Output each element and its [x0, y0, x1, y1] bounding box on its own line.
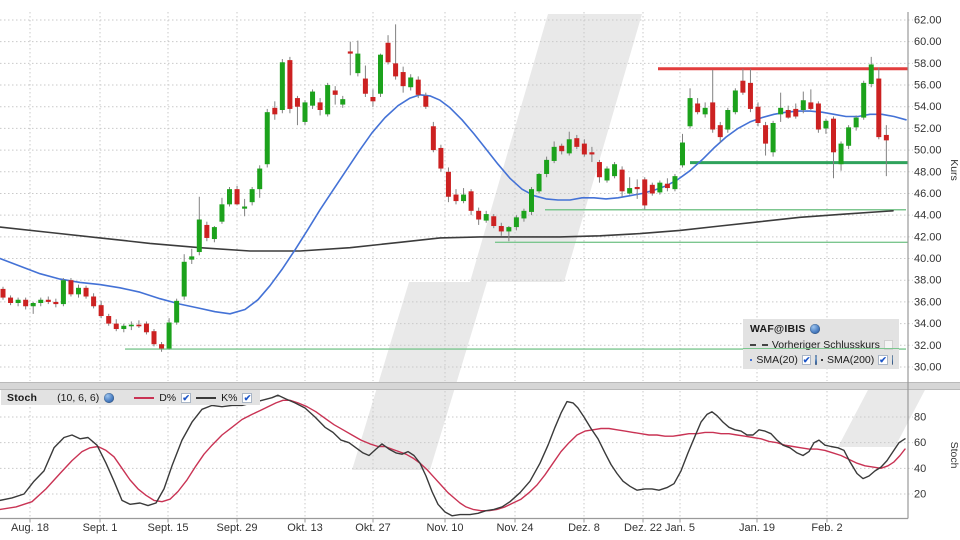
x-tick-label: Okt. 27 [355, 522, 390, 534]
price-tick-label: 40.00 [914, 253, 942, 265]
stoch-d-line [0, 399, 906, 512]
stoch-settings-icon[interactable] [104, 392, 115, 403]
x-tick-label: Okt. 13 [287, 522, 322, 534]
price-tick-label: 30.00 [914, 361, 942, 373]
main-legend: WAF@IBIS Vorheriger Schlusskurs SMA(20) … [743, 319, 899, 369]
sma20-settings-icon[interactable] [815, 355, 817, 365]
stoch-k-checkbox[interactable]: ✔ [242, 392, 253, 403]
price-tick-label: 56.00 [914, 80, 942, 92]
stoch-k-line-sample [196, 396, 217, 399]
price-tick-label: 52.00 [914, 123, 942, 135]
x-tick-label: Nov. 24 [496, 522, 533, 534]
stoch-tick-label: 20 [914, 489, 926, 501]
instrument-symbol: WAF@IBIS [750, 323, 806, 335]
x-tick-label: Feb. 2 [811, 522, 842, 534]
prev-close-checkbox[interactable] [883, 339, 893, 350]
prev-close-line-sample [750, 343, 768, 346]
legend-row-prev-close[interactable]: Vorheriger Schlusskurs [750, 338, 893, 352]
sma20-line-sample [750, 359, 753, 361]
x-tick-label: Jan. 19 [739, 522, 775, 534]
x-tick-label: Sept. 15 [148, 522, 189, 534]
price-tick-label: 44.00 [914, 210, 942, 222]
price-tick-label: 62.00 [914, 15, 942, 27]
stoch-tick-label: 80 [914, 411, 926, 423]
sma200-checkbox[interactable]: ✔ [878, 355, 888, 365]
price-tick-label: 54.00 [914, 101, 942, 113]
price-tick-label: 60.00 [914, 36, 942, 48]
stoch-k-label: K% [221, 391, 238, 404]
stoch-k-line [0, 394, 906, 517]
price-tick-label: 48.00 [914, 166, 942, 178]
x-tick-label: Jan. 5 [665, 522, 695, 534]
stoch-tick-label: 60 [914, 437, 926, 449]
prev-close-label: Vorheriger Schlusskurs [771, 338, 880, 351]
stoch-d-label: D% [159, 391, 177, 404]
stoch-params: (10, 6, 6) [57, 391, 100, 404]
legend-row-symbol[interactable]: WAF@IBIS [750, 322, 893, 336]
sma200-settings-icon[interactable] [891, 355, 894, 365]
price-tick-label: 32.00 [914, 340, 942, 352]
x-tick-label: Aug. 18 [11, 522, 49, 534]
instrument-settings-icon[interactable] [809, 324, 820, 334]
stoch-d-checkbox[interactable]: ✔ [181, 392, 192, 403]
x-tick-label: Nov. 10 [426, 522, 463, 534]
stoch-title: Stoch [7, 391, 38, 404]
stoch-legend: Stoch (10, 6, 6) D% ✔ K% ✔ [1, 390, 261, 405]
stoch-tick-label: 40 [914, 463, 926, 475]
sma200-line-sample [820, 359, 823, 361]
price-tick-label: 38.00 [914, 275, 942, 287]
axes: 62.00 60.00 58.00 56.00 54.00 52.00 50.00 48.00… [0, 12, 960, 534]
price-tick-label: 46.00 [914, 188, 942, 200]
x-tick-label: Sept. 29 [217, 522, 258, 534]
panel-divider [0, 382, 960, 390]
sma20-line [0, 94, 907, 315]
sma200-label: SMA(200) [827, 354, 875, 366]
stoch-d-line-sample [134, 396, 155, 399]
price-tick-label: 36.00 [914, 296, 942, 308]
sma20-label: SMA(20) [756, 354, 798, 366]
x-tick-label: Dez. 22 [624, 522, 662, 534]
support-line-through-legend [743, 348, 899, 349]
stoch-axis-title: Stoch [948, 442, 960, 469]
price-tick-label: 42.00 [914, 231, 942, 243]
x-tick-label: Dez. 8 [568, 522, 600, 534]
stochastic [0, 394, 906, 517]
moving-averages [0, 94, 907, 315]
price-tick-label: 58.00 [914, 58, 942, 70]
price-axis-title: Kurs [948, 159, 960, 181]
legend-row-sma[interactable]: SMA(20) ✔ SMA(200) ✔ [750, 353, 894, 367]
candles [0, 24, 889, 352]
sma200-line [0, 210, 894, 252]
price-tick-label: 34.00 [914, 318, 942, 330]
x-tick-label: Sept. 1 [83, 522, 118, 534]
price-tick-label: 50.00 [914, 145, 942, 157]
sma20-checkbox[interactable]: ✔ [801, 355, 812, 365]
